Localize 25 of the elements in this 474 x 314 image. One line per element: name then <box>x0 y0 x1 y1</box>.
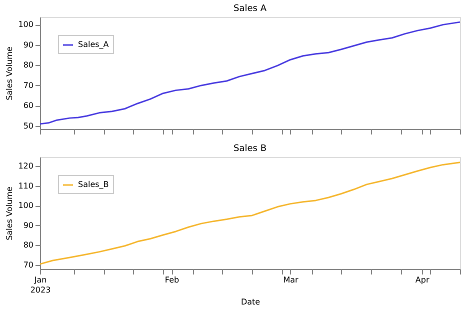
y-tick-label: 100 <box>18 201 34 210</box>
y-tick-label: 50 <box>23 121 34 130</box>
x-tick-label: Mar <box>283 276 300 284</box>
y-tick-label: 60 <box>23 101 34 110</box>
y-tick-label: 120 <box>18 162 34 171</box>
x-tick-label: Apr <box>415 276 430 284</box>
y-tick-label: 100 <box>18 20 34 30</box>
y-tick-label: 110 <box>18 181 34 190</box>
x-tick-label: Feb <box>164 276 180 284</box>
chart-title: Sales A <box>234 4 268 14</box>
legend-label: Sales_B <box>78 180 109 189</box>
legend-label: Sales_A <box>78 40 110 49</box>
y-axis-title: Sales Volume <box>5 46 14 100</box>
line-series <box>39 21 461 125</box>
y-axis-title: Sales Volume <box>5 186 14 240</box>
y-tick-label: 70 <box>23 80 34 90</box>
y-tick-label: 70 <box>23 260 34 270</box>
line-series <box>39 162 461 265</box>
y-tick-label: 80 <box>23 240 34 250</box>
chart-title: Sales B <box>234 144 266 154</box>
x-axis-title: Date <box>240 298 260 306</box>
y-tick-label: 90 <box>23 220 34 230</box>
y-tick-label: 80 <box>23 60 34 70</box>
y-tick-label: 90 <box>23 40 34 50</box>
x-tick-label: Jan 2023 <box>30 276 51 294</box>
